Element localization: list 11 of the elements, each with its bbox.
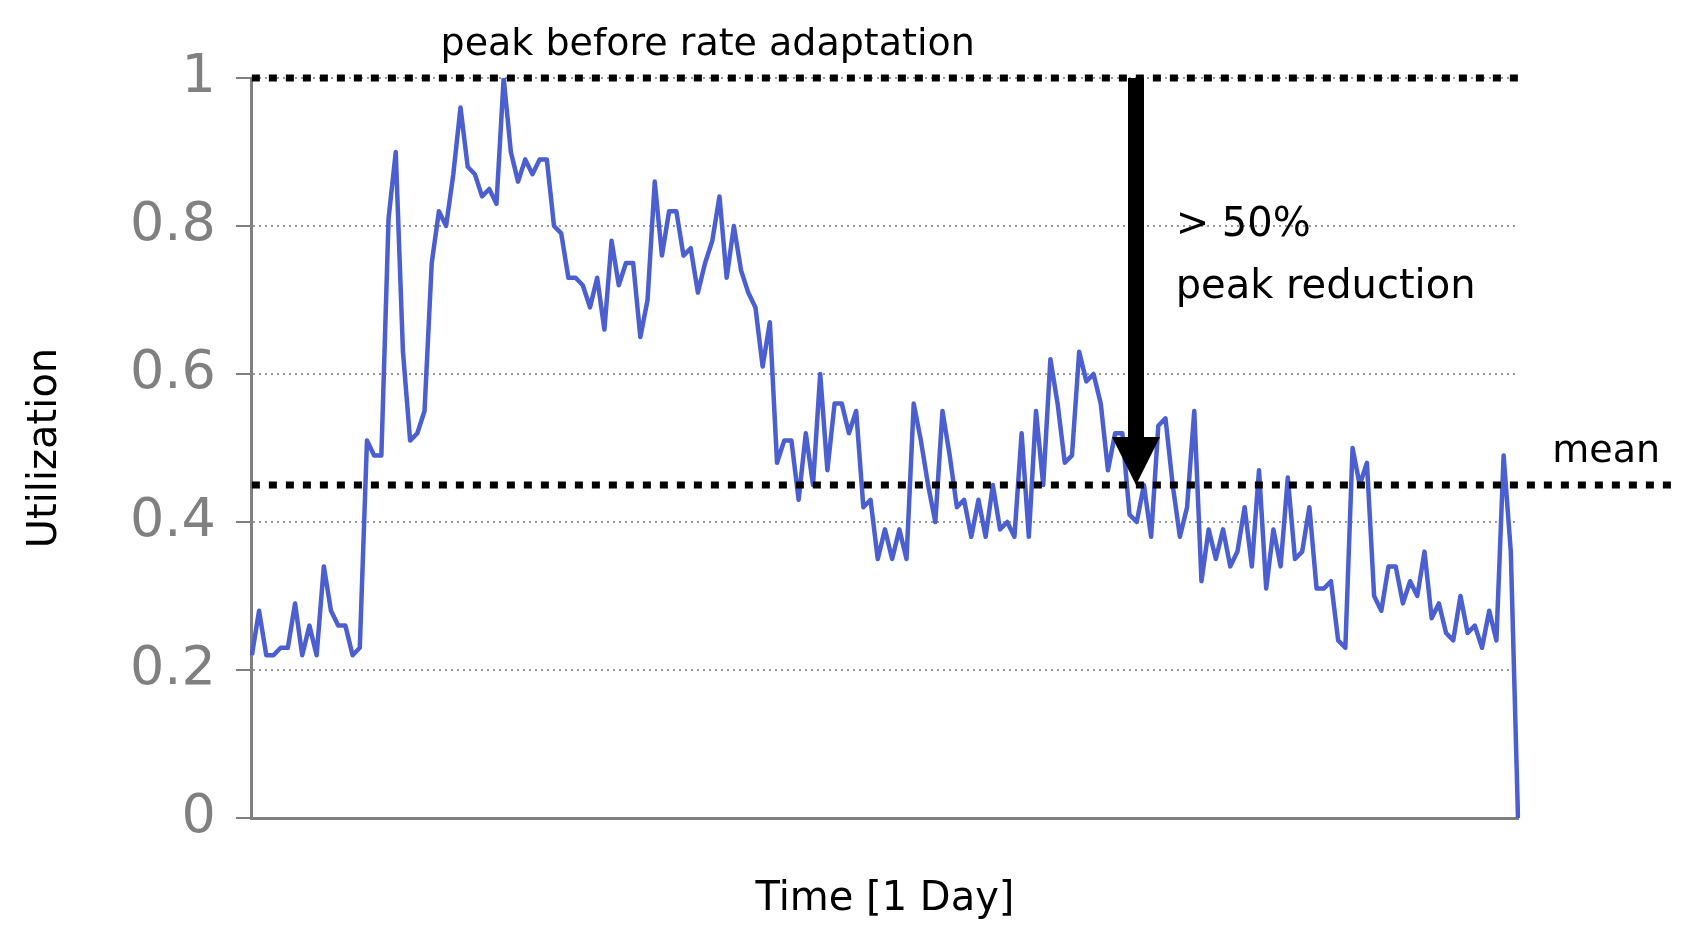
y-tick-label: 0	[181, 782, 216, 846]
y-tick-label: 0.2	[129, 634, 216, 698]
ref-line-label: mean	[1552, 426, 1660, 471]
x-axis-title: Time [1 Day]	[754, 873, 1015, 920]
y-tick-label: 0.4	[129, 486, 216, 550]
y-tick-label: 1	[181, 42, 216, 106]
y-axis-title: Utilization	[19, 347, 66, 549]
annotation: > 50% peak reduction	[1175, 199, 1476, 308]
y-tick-label: 0.6	[129, 338, 216, 402]
y-tick-label: 0.8	[129, 190, 216, 254]
ref-line-label: peak before rate adaptation	[440, 19, 975, 64]
